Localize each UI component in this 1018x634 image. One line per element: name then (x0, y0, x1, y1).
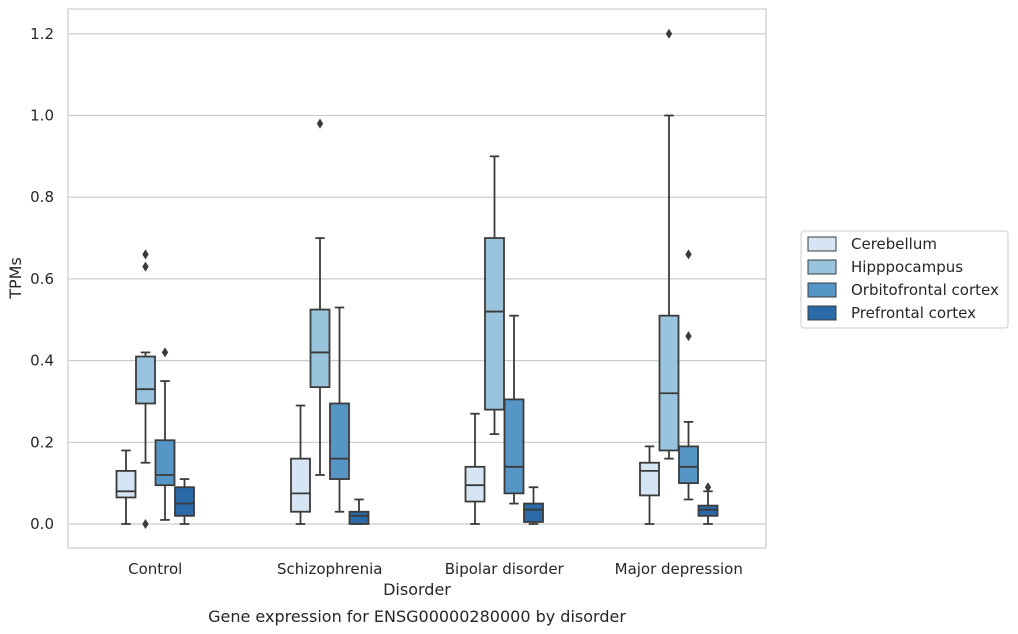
legend-label: Prefrontal cortex (851, 304, 976, 322)
x-tick-label: Schizophrenia (277, 560, 382, 578)
box-body (329, 402, 350, 480)
series-hipppocampus (135, 28, 680, 529)
legend-frame (800, 230, 1009, 329)
box-body (658, 314, 680, 452)
outlier-point (685, 249, 692, 260)
box-body (697, 504, 719, 517)
box-body (309, 308, 331, 389)
x-axis-label: Disorder (383, 580, 451, 599)
box (154, 347, 176, 521)
legend: Cerebellum Hipppocampus Orbitofrontal cort… (800, 230, 1009, 329)
box-body (464, 465, 486, 503)
box-body (290, 457, 311, 513)
grid-lines (68, 33, 766, 525)
box (484, 155, 505, 436)
legend-swatch (807, 259, 837, 275)
y-tick-label: 1.0 (30, 107, 54, 125)
box (309, 118, 331, 476)
box-body (174, 486, 195, 517)
box (464, 412, 486, 525)
box (115, 449, 137, 525)
box (658, 28, 680, 460)
x-axis-ticks: Control Schizophrenia Bipolar disorder Majo… (128, 560, 743, 578)
box (290, 404, 311, 525)
outlier-point (142, 249, 149, 260)
x-tick-label: Bipolar disorder (445, 560, 565, 578)
box (697, 482, 719, 525)
outlier-point (142, 519, 149, 529)
x-tick-label: Control (128, 560, 182, 578)
y-axis-ticks: 0.0 0.2 0.4 0.6 0.8 1.0 1.2 (30, 25, 54, 533)
box (503, 314, 525, 505)
box (348, 498, 370, 525)
y-tick-label: 0.0 (30, 515, 54, 533)
box-body (523, 502, 544, 523)
series-cerebellum (115, 404, 660, 525)
box-body (115, 469, 137, 499)
box (329, 306, 350, 513)
plot-area (67, 8, 767, 549)
y-tick-label: 1.2 (30, 25, 54, 43)
box-body (639, 461, 660, 497)
outlier-point (142, 261, 149, 272)
y-tick-label: 0.4 (30, 352, 54, 370)
box (639, 445, 660, 525)
box (135, 249, 156, 529)
box-body (135, 355, 156, 405)
box-series-group (115, 28, 719, 529)
y-tick-label: 0.2 (30, 433, 54, 451)
series-orbitofrontal-cortex (154, 249, 699, 521)
y-tick-label: 0.6 (30, 270, 54, 288)
legend-swatch (807, 236, 837, 252)
outlier-point (704, 482, 712, 493)
outlier-point (665, 28, 673, 39)
outlier-point (685, 331, 692, 342)
legend-swatch (807, 305, 837, 321)
series-prefrontal-cortex (174, 478, 719, 525)
box-body (154, 439, 176, 487)
outlier-point (161, 347, 169, 358)
y-axis-label: TPMs (6, 257, 25, 300)
box-body (503, 398, 525, 495)
y-tick-label: 0.8 (30, 188, 54, 206)
legend-label: Orbitofrontal cortex (851, 281, 999, 299)
chart-caption: Gene expression for ENSG00000280000 by d… (208, 607, 626, 626)
box-body (348, 510, 370, 525)
box-body (678, 445, 699, 485)
legend-label: Cerebellum (851, 235, 937, 253)
box (678, 249, 699, 501)
box (174, 478, 195, 525)
outlier-point (316, 118, 324, 129)
legend-label: Hipppocampus (851, 258, 963, 276)
x-tick-label: Major depression (615, 560, 743, 578)
legend-swatch (807, 282, 837, 298)
box (523, 486, 544, 525)
box-body (484, 237, 505, 411)
